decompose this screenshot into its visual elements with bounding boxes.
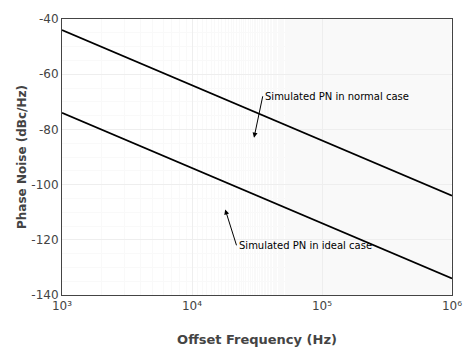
- svg-text:-100: -100: [31, 178, 58, 192]
- svg-text:-120: -120: [31, 233, 58, 247]
- svg-text:Simulated PN in ideal case: Simulated PN in ideal case: [239, 240, 372, 251]
- svg-text:Offset Frequency (Hz): Offset Frequency (Hz): [177, 332, 337, 347]
- svg-text:10⁴: 10⁴: [182, 299, 202, 313]
- svg-text:-80: -80: [39, 123, 59, 137]
- svg-text:Phase Noise (dBc/Hz): Phase Noise (dBc/Hz): [15, 85, 29, 229]
- svg-text:10⁵: 10⁵: [312, 299, 332, 313]
- svg-text:10³: 10³: [52, 299, 72, 313]
- svg-text:-60: -60: [39, 67, 59, 81]
- svg-text:-140: -140: [31, 288, 58, 302]
- svg-text:10⁶: 10⁶: [442, 299, 462, 313]
- svg-text:Simulated PN in normal case: Simulated PN in normal case: [265, 91, 409, 102]
- svg-text:-40: -40: [39, 12, 59, 26]
